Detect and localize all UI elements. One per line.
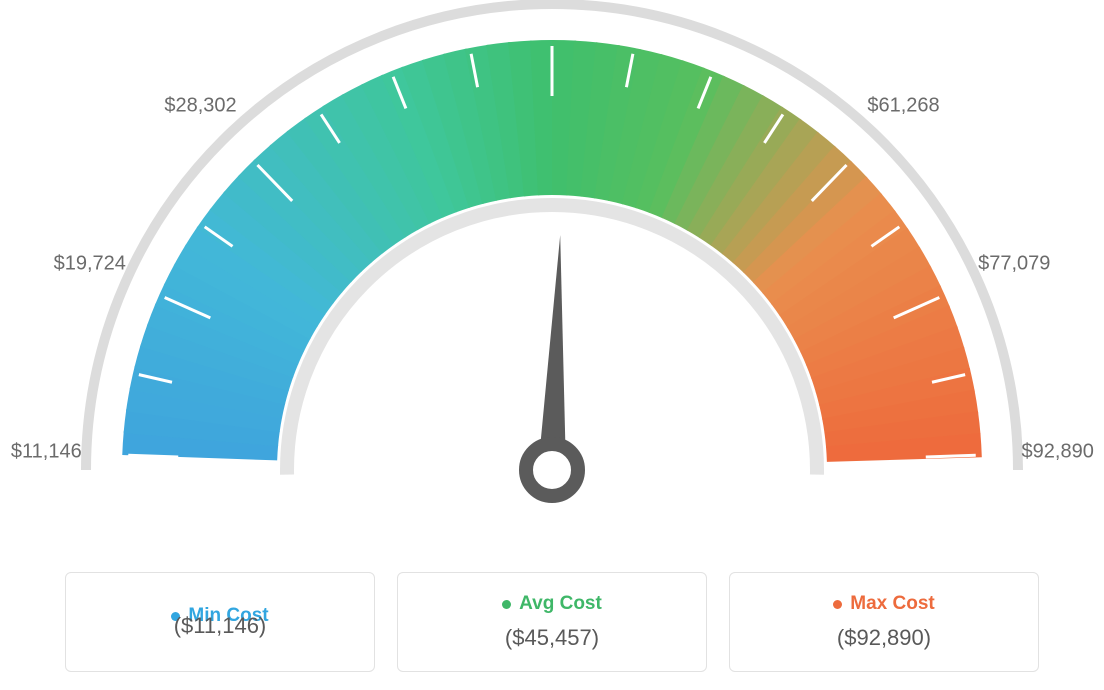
cost-gauge-container: $11,146$19,724$28,302$45,457$61,268$77,0…: [0, 0, 1104, 690]
legend-value-avg-text: ($45,457): [505, 625, 599, 651]
gauge-tick-label: $92,890: [1022, 441, 1094, 464]
legend-value-max-text: ($92,890): [837, 625, 931, 651]
gauge-tick-label: $61,268: [867, 95, 939, 118]
dot-icon: [833, 600, 842, 609]
gauge-tick-label: $19,724: [54, 253, 126, 276]
gauge-svg: [0, 0, 1104, 560]
legend-title-text: Max Cost: [850, 593, 934, 615]
dot-icon: [502, 600, 511, 609]
legend-title-text: Avg Cost: [519, 593, 602, 615]
legend-card-max: Max Cost ($92,890): [729, 572, 1039, 672]
gauge-tick-label: $77,079: [978, 253, 1050, 276]
legend-card-avg: Avg Cost ($45,457): [397, 572, 707, 672]
legend-title-max: Max Cost: [833, 593, 934, 615]
gauge-chart: $11,146$19,724$28,302$45,457$61,268$77,0…: [0, 0, 1104, 540]
legend-title-avg: Avg Cost: [502, 593, 602, 615]
legend-card-min: Min Cost ($11,146): [65, 572, 375, 672]
gauge-tick-label: $28,302: [164, 95, 236, 118]
gauge-tick-label: $11,146: [11, 441, 82, 464]
legend-value-min-text: ($11,146): [174, 613, 267, 639]
legend-row: Min Cost ($11,146) Avg Cost ($45,457) Ma…: [0, 572, 1104, 672]
